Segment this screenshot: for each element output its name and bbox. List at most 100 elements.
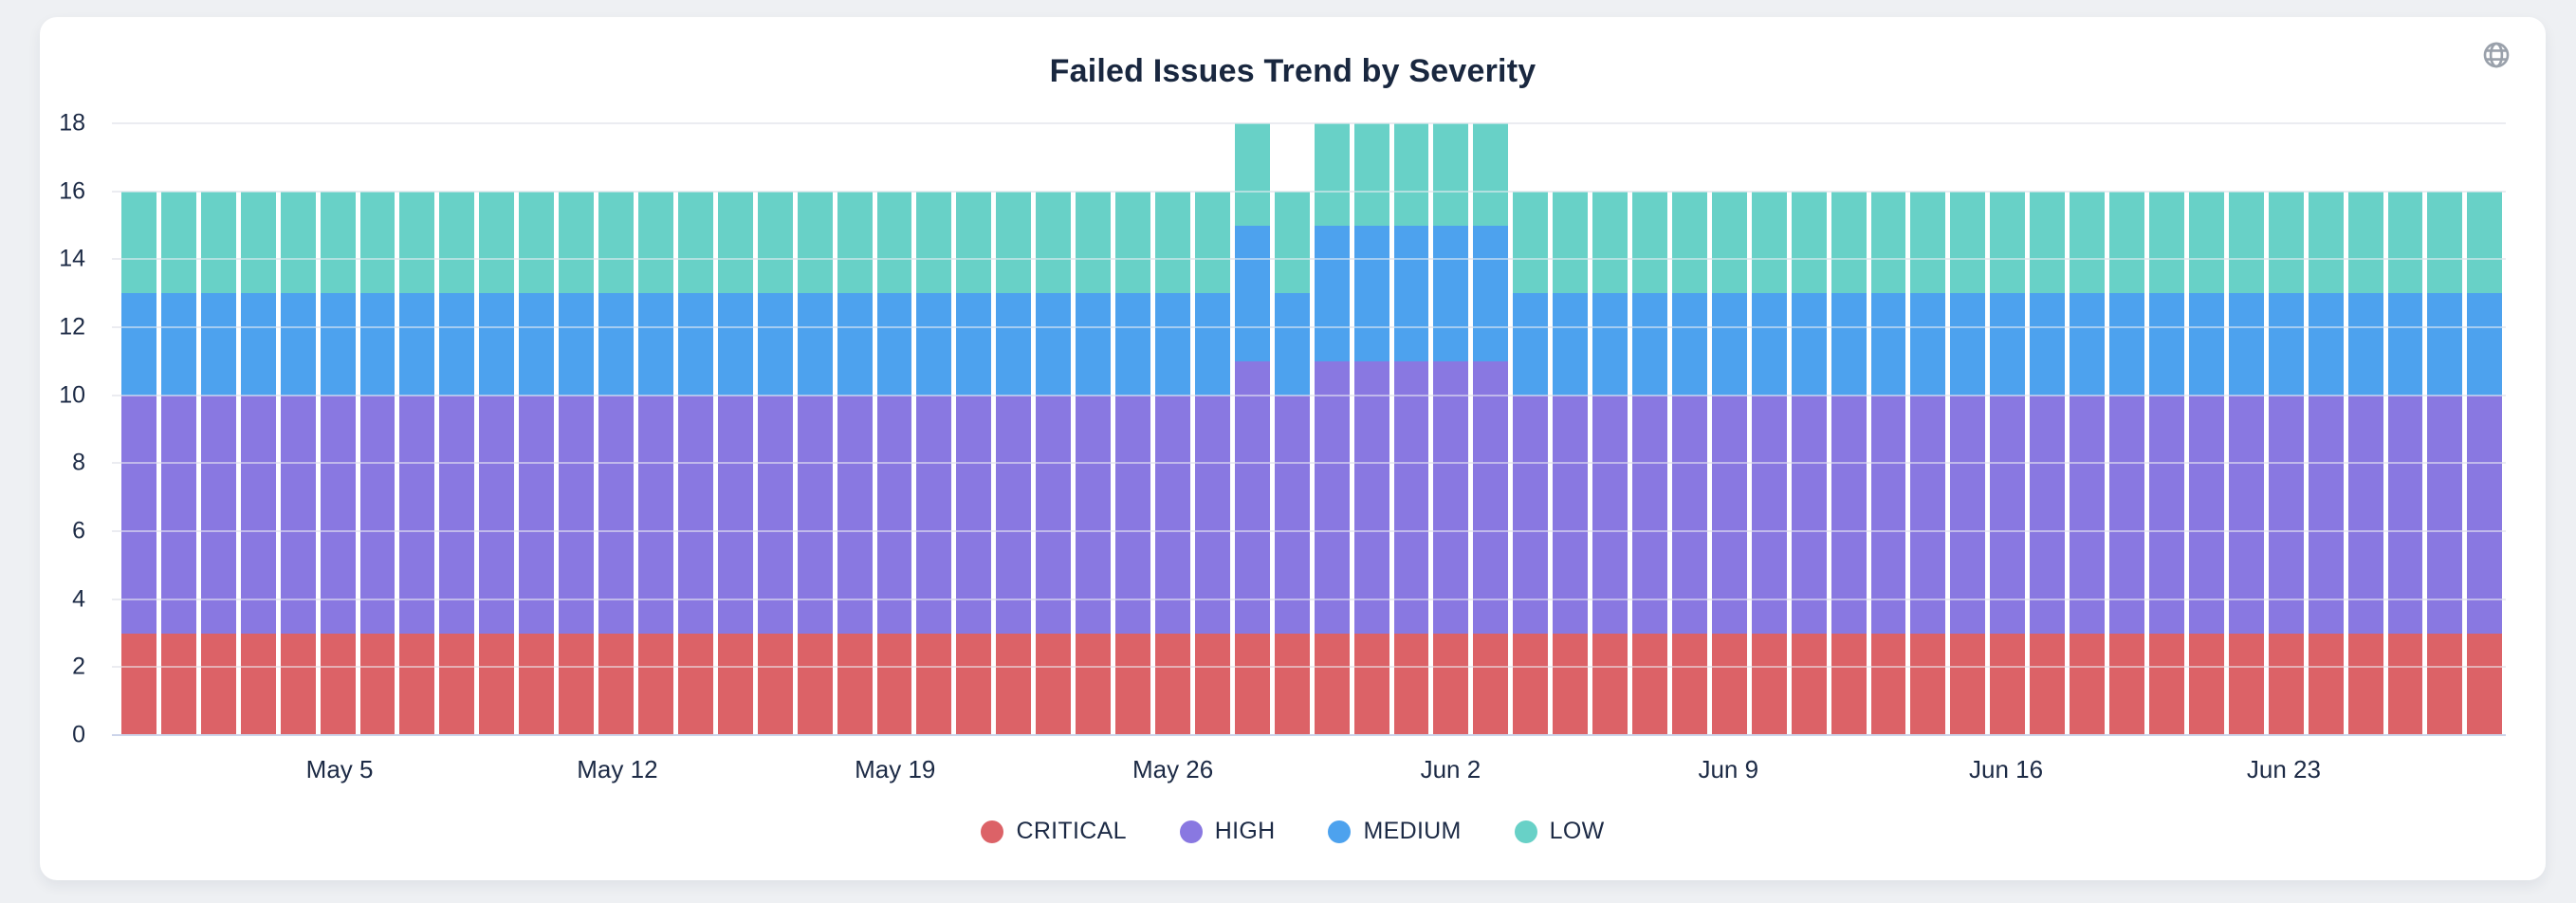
bar[interactable]	[2109, 123, 2145, 735]
bar[interactable]	[280, 123, 316, 735]
bar[interactable]	[1234, 123, 1270, 735]
bar-segment-medium[interactable]	[2308, 293, 2344, 396]
bar-segment-medium[interactable]	[2387, 293, 2423, 396]
bar-segment-medium[interactable]	[280, 293, 316, 396]
bar-segment-low[interactable]	[1353, 123, 1389, 226]
bar-segment-critical[interactable]	[996, 633, 1032, 735]
bar[interactable]	[677, 123, 713, 735]
bar-segment-low[interactable]	[757, 191, 793, 294]
bar[interactable]	[519, 123, 555, 735]
bar[interactable]	[1194, 123, 1230, 735]
bar-segment-medium[interactable]	[637, 293, 673, 396]
legend-item-high[interactable]: HIGH	[1179, 818, 1276, 845]
bar-segment-critical[interactable]	[240, 633, 276, 735]
bar-segment-medium[interactable]	[797, 293, 833, 396]
bar-segment-high[interactable]	[1154, 395, 1190, 634]
bar-segment-high[interactable]	[1592, 395, 1628, 634]
bar[interactable]	[1036, 123, 1072, 735]
bar-segment-medium[interactable]	[677, 293, 713, 396]
bar-segment-critical[interactable]	[1553, 633, 1589, 735]
bar[interactable]	[1592, 123, 1628, 735]
bar-segment-medium[interactable]	[2030, 293, 2066, 396]
bar-segment-low[interactable]	[797, 191, 833, 294]
legend-item-low[interactable]: LOW	[1514, 818, 1605, 845]
bar-segment-critical[interactable]	[200, 633, 236, 735]
bar-segment-critical[interactable]	[559, 633, 595, 735]
bar-segment-medium[interactable]	[519, 293, 555, 396]
bar[interactable]	[757, 123, 793, 735]
bar-segment-critical[interactable]	[2347, 633, 2383, 735]
bar-segment-high[interactable]	[837, 395, 873, 634]
bar-segment-low[interactable]	[1393, 123, 1429, 226]
bar-segment-critical[interactable]	[1910, 633, 1946, 735]
bar-segment-critical[interactable]	[1274, 633, 1310, 735]
bar-segment-critical[interactable]	[1513, 633, 1549, 735]
bar-segment-critical[interactable]	[717, 633, 753, 735]
bar[interactable]	[1115, 123, 1150, 735]
bar-segment-low[interactable]	[439, 191, 475, 294]
bar[interactable]	[717, 123, 753, 735]
bar[interactable]	[1553, 123, 1589, 735]
bar-segment-medium[interactable]	[1671, 293, 1707, 396]
bar-segment-critical[interactable]	[1592, 633, 1628, 735]
bar-segment-high[interactable]	[399, 395, 435, 634]
bar-segment-high[interactable]	[797, 395, 833, 634]
bar-segment-high[interactable]	[1950, 395, 1986, 634]
bar-segment-medium[interactable]	[160, 293, 196, 396]
bar-segment-high[interactable]	[1473, 360, 1509, 634]
bar[interactable]	[479, 123, 515, 735]
bar-segment-high[interactable]	[2070, 395, 2106, 634]
bar-segment-high[interactable]	[996, 395, 1032, 634]
bar-segment-medium[interactable]	[1831, 293, 1867, 396]
bar-segment-critical[interactable]	[359, 633, 396, 735]
bar-segment-low[interactable]	[1194, 191, 1230, 294]
bar-segment-low[interactable]	[2387, 191, 2423, 294]
bar-segment-critical[interactable]	[956, 633, 992, 735]
bar-segment-medium[interactable]	[359, 293, 396, 396]
bar-segment-medium[interactable]	[1194, 293, 1230, 396]
bar-segment-critical[interactable]	[1711, 633, 1747, 735]
bar[interactable]	[1274, 123, 1310, 735]
bar-segment-medium[interactable]	[121, 293, 156, 396]
bar-segment-high[interactable]	[240, 395, 276, 634]
bar[interactable]	[1711, 123, 1747, 735]
bar-segment-medium[interactable]	[2149, 293, 2184, 396]
bar-segment-low[interactable]	[1671, 191, 1707, 294]
bar-segment-medium[interactable]	[2188, 293, 2224, 396]
bar[interactable]	[1671, 123, 1707, 735]
bar-segment-critical[interactable]	[1433, 633, 1469, 735]
bar-segment-low[interactable]	[1314, 123, 1350, 226]
bar[interactable]	[1950, 123, 1986, 735]
bar-segment-medium[interactable]	[1711, 293, 1747, 396]
bar-segment-low[interactable]	[2109, 191, 2145, 294]
bar-segment-high[interactable]	[359, 395, 396, 634]
bar-segment-critical[interactable]	[2070, 633, 2106, 735]
bar-segment-medium[interactable]	[1353, 225, 1389, 361]
bar-segment-low[interactable]	[1115, 191, 1150, 294]
bar-segment-high[interactable]	[1751, 395, 1787, 634]
bar-segment-medium[interactable]	[1870, 293, 1906, 396]
bar-segment-low[interactable]	[1990, 191, 2026, 294]
bar-segment-critical[interactable]	[2308, 633, 2344, 735]
bar[interactable]	[1473, 123, 1509, 735]
bar-segment-high[interactable]	[1513, 395, 1549, 634]
bar-segment-critical[interactable]	[2268, 633, 2304, 735]
bar-segment-high[interactable]	[200, 395, 236, 634]
bar-segment-medium[interactable]	[200, 293, 236, 396]
bar[interactable]	[996, 123, 1032, 735]
bar-segment-medium[interactable]	[956, 293, 992, 396]
bar-segment-critical[interactable]	[2387, 633, 2423, 735]
bar-segment-low[interactable]	[280, 191, 316, 294]
bar-segment-medium[interactable]	[1751, 293, 1787, 396]
bar-segment-high[interactable]	[1194, 395, 1230, 634]
bar-segment-low[interactable]	[2427, 191, 2463, 294]
bar-segment-critical[interactable]	[1314, 633, 1350, 735]
bar-segment-medium[interactable]	[757, 293, 793, 396]
bar[interactable]	[2188, 123, 2224, 735]
bar-segment-high[interactable]	[2109, 395, 2145, 634]
bar-segment-high[interactable]	[1671, 395, 1707, 634]
bar-segment-low[interactable]	[1831, 191, 1867, 294]
bar-segment-high[interactable]	[1831, 395, 1867, 634]
bar-segment-low[interactable]	[1234, 123, 1270, 226]
bar-segment-critical[interactable]	[837, 633, 873, 735]
